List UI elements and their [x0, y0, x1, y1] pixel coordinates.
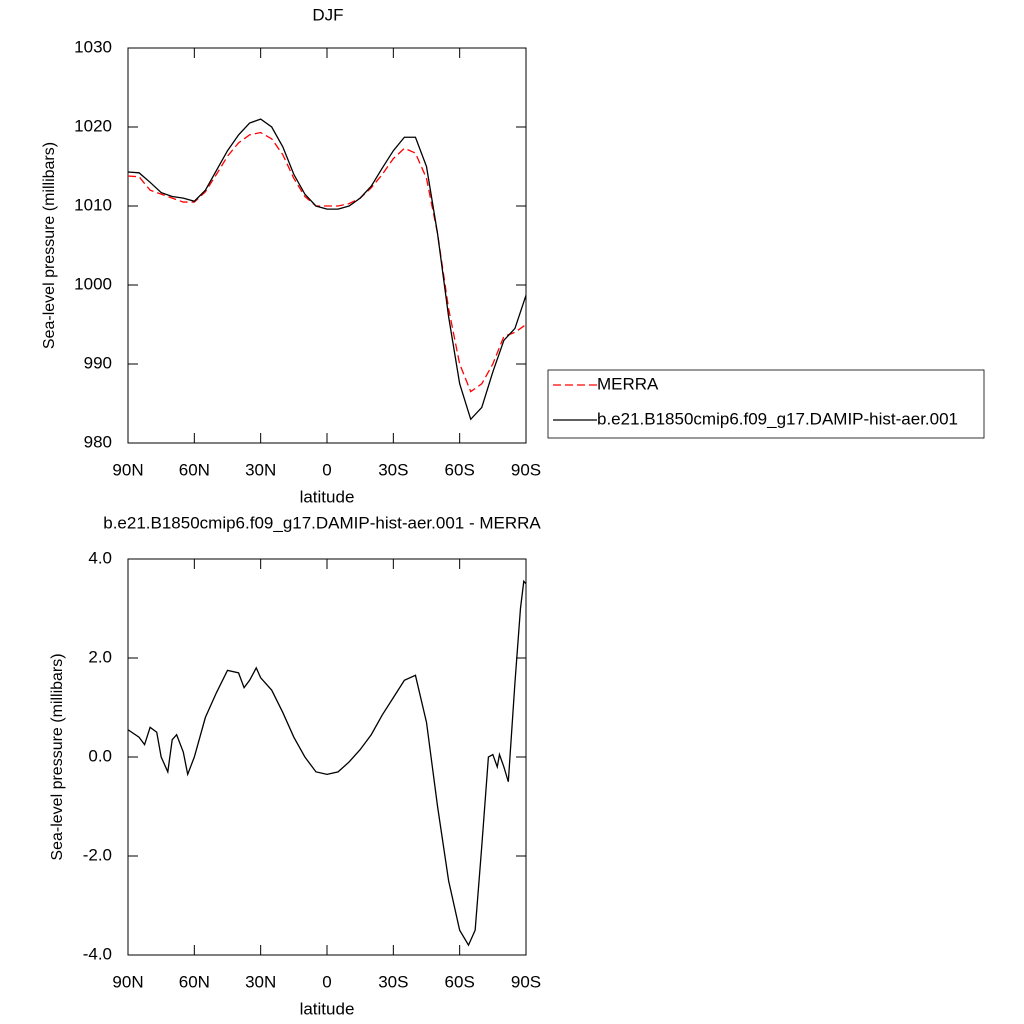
- y-tick-label: 1000: [74, 274, 112, 293]
- legend-box: [547, 369, 985, 439]
- data-line: [127, 131, 527, 393]
- x-axis-label: latitude: [300, 487, 355, 506]
- y-tick-label: 0.0: [88, 746, 112, 765]
- legend-label: MERRA: [597, 374, 659, 393]
- x-tick-label: 60S: [445, 460, 475, 479]
- y-tick-label: -4.0: [83, 944, 112, 963]
- data-line: [127, 118, 527, 421]
- x-tick-label: 90N: [112, 972, 143, 991]
- chart-title: DJF: [312, 5, 343, 24]
- x-tick-label: 60S: [445, 972, 475, 991]
- x-tick-label: 30S: [378, 972, 408, 991]
- x-tick-label: 90S: [511, 460, 541, 479]
- x-axis-label: latitude: [300, 999, 355, 1018]
- x-tick-label: 30N: [245, 972, 276, 991]
- x-tick-label: 90N: [112, 460, 143, 479]
- x-tick-label: 0: [322, 460, 331, 479]
- x-tick-label: 30N: [245, 460, 276, 479]
- plot-frame: [127, 558, 527, 956]
- y-tick-label: 1010: [74, 195, 112, 214]
- x-tick-label: 60N: [179, 460, 210, 479]
- y-tick-label: 2.0: [88, 647, 112, 666]
- y-axis-label: Sea-level pressure (millibars): [41, 142, 58, 349]
- x-tick-label: 30S: [378, 460, 408, 479]
- x-tick-label: 0: [322, 972, 331, 991]
- x-tick-label: 60N: [179, 972, 210, 991]
- x-tick-label: 90S: [511, 972, 541, 991]
- y-tick-label: 980: [84, 432, 112, 451]
- plot-frame: [127, 47, 527, 444]
- y-axis-label: Sea-level pressure (millibars): [49, 653, 66, 860]
- legend-label: b.e21.B1850cmip6.f09_g17.DAMIP-hist-aer.…: [597, 409, 958, 428]
- chart-title: b.e21.B1850cmip6.f09_g17.DAMIP-hist-aer.…: [103, 513, 541, 532]
- y-tick-label: 1020: [74, 116, 112, 135]
- y-tick-label: 990: [84, 353, 112, 372]
- y-tick-label: 4.0: [88, 548, 112, 567]
- data-line: [127, 579, 527, 947]
- y-tick-label: -2.0: [83, 845, 112, 864]
- y-tick-label: 1030: [74, 37, 112, 56]
